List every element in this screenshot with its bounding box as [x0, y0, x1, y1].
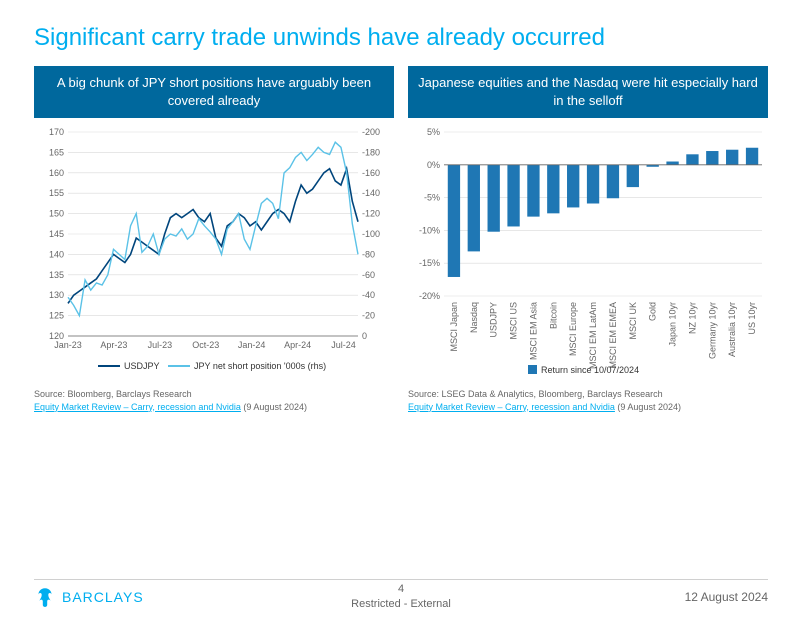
svg-text:USDJPY: USDJPY: [489, 302, 499, 338]
line-chart-svg: 1201251301351401451501551601651700-20-40…: [34, 124, 394, 384]
source-left: Source: Bloomberg, Barclays Research Equ…: [34, 388, 394, 413]
svg-text:MSCI Europe: MSCI Europe: [568, 302, 578, 356]
panel-right: Japanese equities and the Nasdaq were hi…: [408, 66, 768, 413]
bar-chart-svg: -20% -15% -10% -5% 0% 5% MSCI Japan Nasdaq USDJP…: [408, 124, 768, 384]
footer-date: 12 August 2024: [685, 590, 768, 604]
svg-text:-80: -80: [362, 249, 375, 259]
svg-text:Apr-24: Apr-24: [284, 340, 311, 350]
source-left-line2: Equity Market Review – Carry, recession …: [34, 401, 394, 414]
footer-divider: [34, 579, 768, 580]
svg-text:0%: 0%: [427, 160, 440, 170]
svg-text:5%: 5%: [427, 127, 440, 137]
svg-text:Japan 10yr: Japan 10yr: [668, 302, 678, 347]
svg-text:-15%: -15%: [419, 258, 440, 268]
svg-text:-40: -40: [362, 290, 375, 300]
svg-text:MSCI EM LatAm: MSCI EM LatAm: [588, 302, 598, 369]
source-right-suffix: (9 August 2024): [615, 402, 681, 412]
svg-text:Jul-24: Jul-24: [331, 340, 356, 350]
panel-left: A big chunk of JPY short positions have …: [34, 66, 394, 413]
panel-left-header: A big chunk of JPY short positions have …: [34, 66, 394, 118]
source-left-link[interactable]: Equity Market Review – Carry, recession …: [34, 402, 241, 412]
svg-text:Gold: Gold: [648, 302, 658, 321]
svg-text:125: 125: [49, 311, 64, 321]
source-left-line1: Source: Bloomberg, Barclays Research: [34, 388, 394, 401]
svg-text:-120: -120: [362, 209, 380, 219]
bar-chart-container: -20% -15% -10% -5% 0% 5% MSCI Japan Nasdaq USDJP…: [408, 124, 768, 384]
footer-row: BARCLAYS 4 Restricted - External 12 Augu…: [34, 586, 768, 608]
svg-text:140: 140: [49, 249, 64, 259]
svg-text:-20%: -20%: [419, 291, 440, 301]
svg-text:145: 145: [49, 229, 64, 239]
svg-text:-160: -160: [362, 168, 380, 178]
svg-text:MSCI EM Asia: MSCI EM Asia: [528, 302, 538, 360]
svg-text:-20: -20: [362, 311, 375, 321]
svg-text:Germany 10yr: Germany 10yr: [707, 302, 717, 359]
footer-center: 4 Restricted - External: [351, 582, 451, 613]
svg-text:USDJPY: USDJPY: [124, 361, 160, 371]
svg-text:Apr-23: Apr-23: [100, 340, 127, 350]
svg-text:-100: -100: [362, 229, 380, 239]
svg-text:-140: -140: [362, 188, 380, 198]
page-number: 4: [351, 582, 451, 597]
svg-text:170: 170: [49, 127, 64, 137]
line-chart-container: 1201251301351401451501551601651700-20-40…: [34, 124, 394, 384]
source-left-suffix: (9 August 2024): [241, 402, 307, 412]
svg-text:NZ 10yr: NZ 10yr: [687, 302, 697, 334]
svg-text:JPY net short position '000s (: JPY net short position '000s (rhs): [194, 361, 326, 371]
svg-text:130: 130: [49, 290, 64, 300]
svg-text:Australia 10yr: Australia 10yr: [727, 302, 737, 357]
svg-text:-5%: -5%: [424, 193, 440, 203]
svg-text:-10%: -10%: [419, 225, 440, 235]
svg-text:160: 160: [49, 168, 64, 178]
svg-text:155: 155: [49, 188, 64, 198]
svg-text:Oct-23: Oct-23: [192, 340, 219, 350]
restricted-label: Restricted - External: [351, 597, 451, 612]
svg-text:Nasdaq: Nasdaq: [469, 302, 479, 333]
svg-text:US 10yr: US 10yr: [747, 302, 757, 335]
svg-text:Return since 10/07/2024: Return since 10/07/2024: [541, 365, 639, 375]
svg-text:-60: -60: [362, 270, 375, 280]
panel-right-header: Japanese equities and the Nasdaq were hi…: [408, 66, 768, 118]
svg-text:135: 135: [49, 270, 64, 280]
panels-row: A big chunk of JPY short positions have …: [34, 66, 768, 413]
svg-text:MSCI Japan: MSCI Japan: [449, 302, 459, 352]
svg-text:Bitcoin: Bitcoin: [548, 302, 558, 329]
source-right-line1: Source: LSEG Data & Analytics, Bloomberg…: [408, 388, 768, 401]
source-right-link[interactable]: Equity Market Review – Carry, recession …: [408, 402, 615, 412]
svg-text:165: 165: [49, 147, 64, 157]
svg-text:Jan-24: Jan-24: [238, 340, 266, 350]
barclays-logo: BARCLAYS: [34, 586, 144, 608]
footer: BARCLAYS 4 Restricted - External 12 Augu…: [0, 579, 802, 608]
svg-text:150: 150: [49, 209, 64, 219]
slide-page: Significant carry trade unwinds have alr…: [0, 0, 802, 620]
svg-text:Jul-23: Jul-23: [148, 340, 173, 350]
svg-text:MSCI UK: MSCI UK: [628, 302, 638, 340]
svg-text:0: 0: [362, 331, 367, 341]
svg-text:Jan-23: Jan-23: [54, 340, 82, 350]
source-right: Source: LSEG Data & Analytics, Bloomberg…: [408, 388, 768, 413]
source-right-line2: Equity Market Review – Carry, recession …: [408, 401, 768, 414]
barclays-logo-text: BARCLAYS: [62, 589, 144, 605]
svg-text:-180: -180: [362, 147, 380, 157]
barclays-eagle-icon: [34, 586, 56, 608]
svg-text:-200: -200: [362, 127, 380, 137]
page-title: Significant carry trade unwinds have alr…: [34, 24, 768, 52]
svg-text:MSCI EM EMEA: MSCI EM EMEA: [608, 302, 618, 369]
svg-text:MSCI US: MSCI US: [509, 302, 519, 340]
